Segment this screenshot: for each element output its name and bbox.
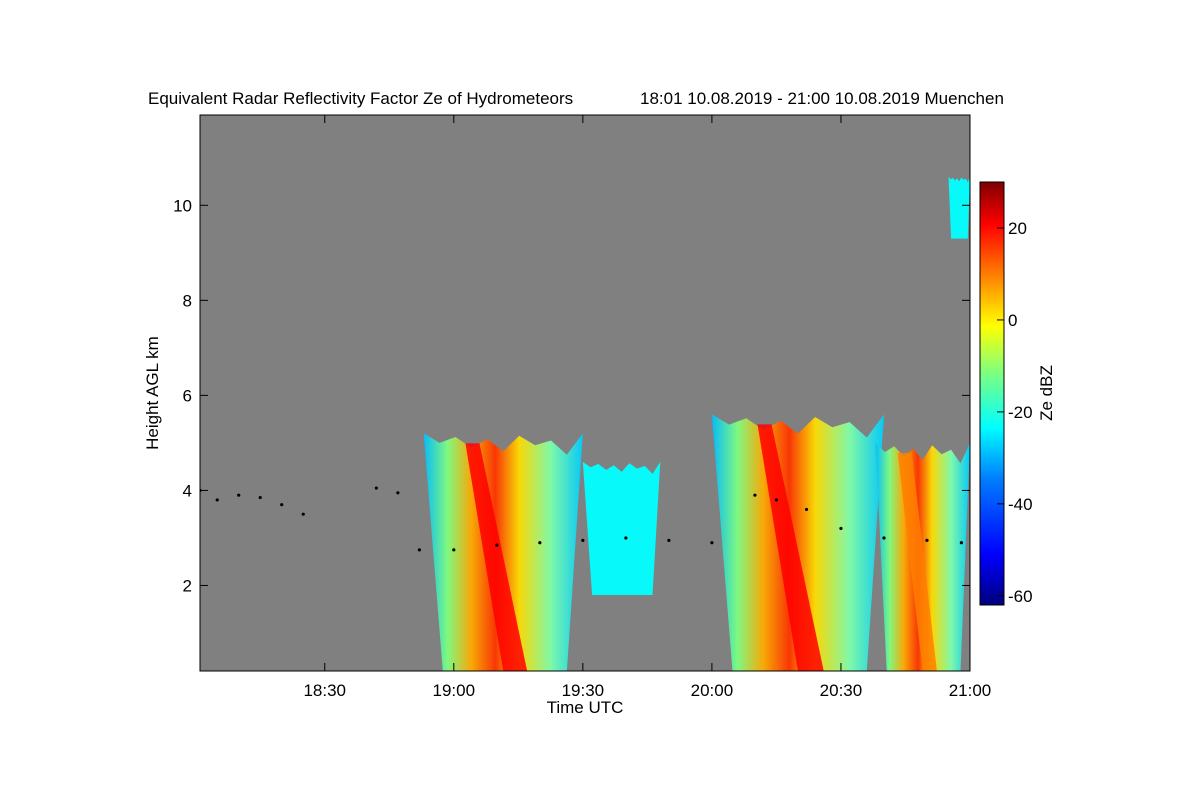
echo-feature [711, 414, 884, 671]
echo-feature [582, 461, 661, 595]
y-axis: 2 4 6 8 10 [173, 196, 970, 595]
plot-frame [199, 114, 971, 672]
y-tick-label: 10 [173, 196, 192, 215]
cloud-base-point [396, 491, 400, 495]
echo-core [897, 452, 937, 671]
cloud-base-point [667, 538, 671, 542]
cloud-base-point [710, 541, 714, 545]
colorbar-tick-label: -40 [1008, 495, 1033, 514]
echo-core [465, 443, 528, 671]
cloud-base-point [753, 493, 757, 497]
colorbar-tick-label: 20 [1008, 219, 1027, 238]
cloud-base-point [804, 507, 809, 512]
colorbar-label: Ze dBZ [1037, 365, 1056, 421]
x-tick-label: 20:00 [691, 681, 734, 700]
cloud-base-point [581, 538, 585, 542]
y-tick-label: 4 [183, 481, 192, 500]
x-tick-label: 18:30 [303, 681, 346, 700]
cloud-base-point [237, 493, 241, 497]
x-axis-label: Time UTC [547, 698, 624, 717]
echo-core [757, 424, 824, 671]
y-tick-label: 6 [183, 386, 192, 405]
x-tick-label: 20:30 [820, 681, 863, 700]
x-tick-label: 19:30 [562, 681, 605, 700]
cloud-base-point [925, 538, 929, 542]
x-axis: 18:30 19:00 19:30 20:00 20:30 21:00 [303, 115, 991, 700]
echo-feature [423, 433, 583, 671]
cloud-base-point [882, 536, 886, 540]
cloud-base-point [959, 541, 963, 545]
y-axis-label: Height AGL km [143, 336, 162, 450]
y-tick-label: 8 [183, 291, 192, 310]
chart-period: 18:01 10.08.2019 - 21:00 10.08.2019 Muen… [640, 89, 1004, 108]
colorbar-tick-label: 0 [1008, 311, 1017, 330]
y-tick-label: 2 [183, 576, 192, 595]
cloud-base-point [215, 498, 219, 502]
cloud-base-point [538, 541, 542, 545]
colorbar-tick-label: -20 [1008, 403, 1033, 422]
x-tick-label: 19:00 [433, 681, 476, 700]
chart-title: Equivalent Radar Reflectivity Factor Ze … [148, 89, 573, 108]
x-tick-label: 21:00 [949, 681, 992, 700]
cloud-base-point [258, 495, 262, 500]
colorbar [979, 181, 1005, 606]
cloud-base-point [301, 512, 305, 516]
cloud-base-point [495, 543, 499, 547]
echo-feature [948, 176, 970, 239]
cloud-base-point [280, 503, 284, 507]
cloud-base-point [452, 548, 456, 552]
cloud-base-point [774, 498, 779, 502]
cloud-base-point [374, 486, 378, 490]
colorbar-tick-label: -60 [1008, 587, 1033, 606]
cloud-base-point [624, 536, 628, 540]
echo-layer [423, 176, 970, 671]
cloud-base-point [839, 526, 843, 531]
cloud-base-points [200, 486, 963, 552]
colorbar-ticks: 20 0 -20 -40 -60 [997, 219, 1033, 606]
cloud-base-point [417, 548, 421, 552]
